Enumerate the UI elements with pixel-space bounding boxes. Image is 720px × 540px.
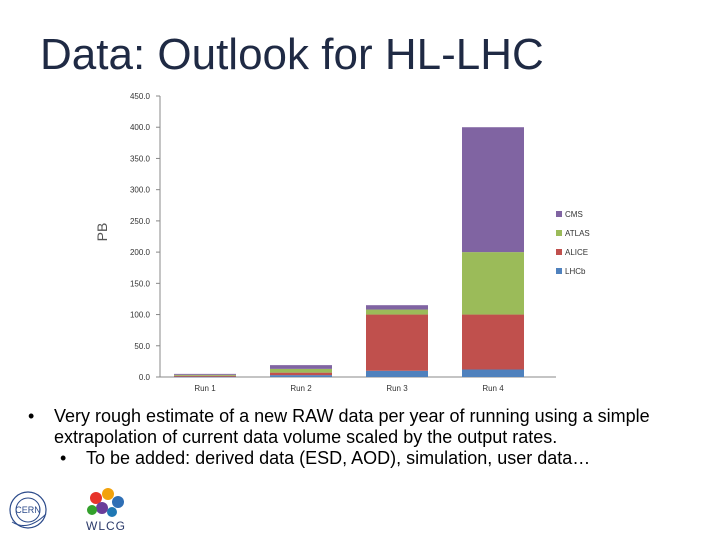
x-tick-label: Run 3 [386,384,408,393]
bar-segment-atlas [462,252,524,315]
bar-segment-atlas [270,368,332,373]
y-tick-label: 300.0 [130,186,151,195]
legend-swatch [556,211,562,217]
legend-label: ALICE [565,248,588,257]
x-tick-label: Run 4 [482,384,504,393]
bar-segment-lhcb [270,375,332,377]
x-axis: Run 1 Run 2 Run 3 Run 4 [160,376,556,393]
bars [174,127,524,378]
bar-segment-lhcb [366,370,428,377]
bar-segment-cms [462,127,524,253]
stacked-bar-chart: 0.0 50.0 100.0 150.0 200.0 250.0 300.0 350.0 400… [94,92,590,393]
y-tick-label: 0.0 [139,373,151,382]
legend-swatch [556,268,562,274]
y-tick-label: 450.0 [130,92,151,101]
bar-segment-alice [174,375,236,377]
legend-label: ATLAS [565,229,590,238]
legend-label: LHCb [565,267,586,276]
legend-swatch [556,230,562,236]
y-tick-label: 150.0 [130,279,151,288]
y-tick-label: 100.0 [130,311,151,320]
bullet-item: • Very rough estimate of a new RAW data … [28,406,708,448]
wlcg-logo: WLCG [86,488,126,533]
bullet-text: Very rough estimate of a new RAW data pe… [54,406,650,447]
bar-segment-alice [270,372,332,376]
bullet-list: • Very rough estimate of a new RAW data … [28,406,708,469]
cern-logo-text: CERN [15,505,41,515]
bar-segment-atlas [366,309,428,315]
x-tick-label: Run 1 [194,384,216,393]
slide-title: Data: Outlook for HL-LHC [40,30,544,79]
wlcg-logo-text: WLCG [86,519,126,533]
bar-segment-cms [174,373,236,375]
y-tick-label: 400.0 [130,123,151,132]
legend: CMS ATLAS ALICE LHCb [556,210,590,276]
bar-segment-alice [366,314,428,371]
bullet-dot-icon: • [60,448,67,468]
x-tick-label: Run 2 [290,384,312,393]
bar-segment-atlas [174,374,236,376]
y-tick-label: 250.0 [130,217,151,226]
bar-segment-alice [462,314,524,370]
legend-label: CMS [565,210,583,219]
y-tick-label: 350.0 [130,154,151,163]
y-tick-label: 50.0 [134,342,150,351]
sub-bullet-text: To be added: derived data (ESD, AOD), si… [86,448,591,468]
bar-segment-cms [270,365,332,369]
y-axis-label: PB [94,223,110,242]
y-tick-label: 200.0 [130,248,151,257]
y-axis: 0.0 50.0 100.0 150.0 200.0 250.0 300.0 350.0 400… [130,92,161,382]
bullet-dot-icon: • [28,406,35,426]
sub-bullet-item: • To be added: derived data (ESD, AOD), … [28,448,708,469]
bar-segment-lhcb [462,369,524,377]
bar-segment-cms [366,305,428,310]
legend-swatch [556,249,562,255]
bar-segment-lhcb [174,376,236,378]
cern-logo: CERN [9,491,47,529]
